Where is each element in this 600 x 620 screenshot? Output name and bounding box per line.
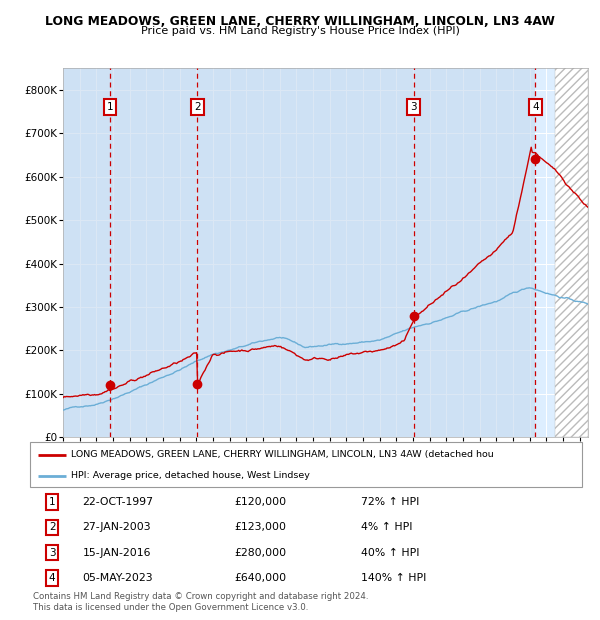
Text: 2: 2 xyxy=(49,523,55,533)
Text: £280,000: £280,000 xyxy=(234,547,286,557)
Text: £120,000: £120,000 xyxy=(234,497,286,507)
Text: 3: 3 xyxy=(49,547,55,557)
Text: Price paid vs. HM Land Registry's House Price Index (HPI): Price paid vs. HM Land Registry's House … xyxy=(140,26,460,36)
Text: 27-JAN-2003: 27-JAN-2003 xyxy=(82,523,151,533)
Text: £640,000: £640,000 xyxy=(234,573,286,583)
Text: 72% ↑ HPI: 72% ↑ HPI xyxy=(361,497,419,507)
Text: Contains HM Land Registry data © Crown copyright and database right 2024.
This d: Contains HM Land Registry data © Crown c… xyxy=(33,592,368,611)
Text: 140% ↑ HPI: 140% ↑ HPI xyxy=(361,573,427,583)
Text: £123,000: £123,000 xyxy=(234,523,286,533)
Text: 22-OCT-1997: 22-OCT-1997 xyxy=(82,497,154,507)
Bar xyxy=(110,68,197,437)
Text: 4% ↑ HPI: 4% ↑ HPI xyxy=(361,523,413,533)
Text: 3: 3 xyxy=(410,102,417,112)
Bar xyxy=(197,68,413,437)
Text: 4: 4 xyxy=(532,102,539,112)
Text: 2: 2 xyxy=(194,102,201,112)
Text: 1: 1 xyxy=(107,102,113,112)
Bar xyxy=(63,68,110,437)
FancyBboxPatch shape xyxy=(30,442,582,487)
Text: 05-MAY-2023: 05-MAY-2023 xyxy=(82,573,153,583)
Text: LONG MEADOWS, GREEN LANE, CHERRY WILLINGHAM, LINCOLN, LN3 4AW: LONG MEADOWS, GREEN LANE, CHERRY WILLING… xyxy=(45,15,555,28)
Text: 15-JAN-2016: 15-JAN-2016 xyxy=(82,547,151,557)
Text: 40% ↑ HPI: 40% ↑ HPI xyxy=(361,547,420,557)
Bar xyxy=(413,68,535,437)
Bar xyxy=(554,68,588,437)
Text: LONG MEADOWS, GREEN LANE, CHERRY WILLINGHAM, LINCOLN, LN3 4AW (detached hou: LONG MEADOWS, GREEN LANE, CHERRY WILLING… xyxy=(71,450,494,459)
Text: HPI: Average price, detached house, West Lindsey: HPI: Average price, detached house, West… xyxy=(71,471,310,480)
Text: 1: 1 xyxy=(49,497,55,507)
Text: 4: 4 xyxy=(49,573,55,583)
